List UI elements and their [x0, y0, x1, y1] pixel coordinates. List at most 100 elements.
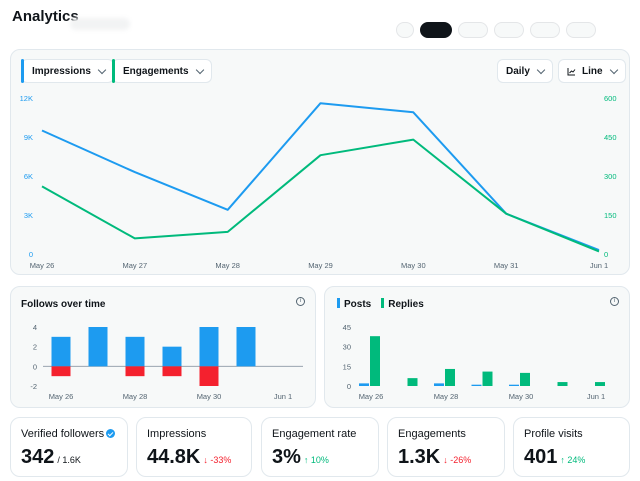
y-tick-label: 2 [33, 343, 37, 352]
y-right-tick-label: 450 [604, 133, 617, 142]
legend-replies: Replies [381, 298, 424, 310]
stat-value-text: 44.8K [147, 446, 201, 468]
unfollows-bar [51, 366, 71, 377]
stat-change: ↓ -26% [443, 455, 472, 465]
replies-bar [557, 382, 568, 386]
x-tick-label: May 29 [308, 261, 333, 270]
x-tick-label: May 26 [359, 392, 384, 401]
account-name-blurred [70, 18, 130, 30]
stat-value: 44.8K ↓ -33% [147, 446, 231, 469]
stat-card-profile-visits[interactable]: Profile visits 401 ↑ 24% [513, 417, 630, 477]
x-tick-label: May 28 [123, 392, 148, 401]
stat-change: ↑ 10% [303, 455, 329, 465]
range-pill[interactable] [458, 22, 488, 38]
range-pill[interactable] [530, 22, 560, 38]
y-right-tick-label: 300 [604, 172, 617, 181]
info-icon[interactable]: i [610, 297, 619, 306]
follows-card-title: Follows over time [21, 299, 106, 310]
y-tick-label: 45 [343, 323, 351, 332]
x-tick-label: May 28 [434, 392, 459, 401]
follows-bar [236, 327, 256, 367]
y-tick-label: 4 [33, 323, 37, 332]
chart-type-select[interactable]: Line [558, 59, 626, 83]
range-pill-active[interactable] [420, 22, 452, 38]
replies-bar [482, 371, 493, 386]
stat-label: Profile visits [524, 428, 583, 440]
engagements-metric-select[interactable]: Engagements [112, 59, 212, 83]
y-right-tick-label: 0 [604, 250, 608, 259]
unfollows-bar [125, 366, 145, 377]
stat-value-text: 342 [21, 446, 55, 468]
impressions-series-line [41, 102, 600, 252]
y-tick-label: 15 [343, 362, 351, 371]
y-left-tick-label: 9K [24, 133, 33, 142]
stat-value-text: 1.3K [398, 446, 441, 468]
posts-bar [434, 383, 444, 386]
posts-swatch [337, 298, 340, 308]
x-tick-label: May 27 [123, 261, 148, 270]
follows-bar [51, 336, 71, 367]
impressions-color-bar [21, 59, 24, 83]
stat-card-engagement-rate[interactable]: Engagement rate 3% ↑ 10% [261, 417, 379, 477]
impressions-engagements-card: Impressions Engagements Daily Line 0 3K 6K… [10, 49, 630, 275]
x-tick-label: May 30 [509, 392, 534, 401]
posts-bar [359, 383, 369, 386]
page-title: Analytics [12, 8, 79, 25]
stat-label: Impressions [147, 428, 207, 440]
legend-posts-label: Posts [344, 299, 372, 310]
range-pill[interactable] [566, 22, 596, 38]
stat-card-impressions[interactable]: Impressions 44.8K ↓ -33% [136, 417, 252, 477]
stat-value-text: 3% [272, 446, 301, 468]
replies-bar [595, 382, 605, 386]
stat-label: Verified followers [21, 428, 116, 440]
interval-select-label: Daily [506, 65, 530, 77]
y-tick-label: 30 [343, 343, 351, 352]
x-tick-label: May 31 [494, 261, 519, 270]
follows-bar-chart: -2 0 2 4 May 26 May 28 May 30 Jun 1 [30, 323, 303, 401]
posts-replies-bar-chart: 0 15 30 45 May 26 May 28 May 30 Jun 1 [343, 323, 606, 401]
legend-posts: Posts [337, 298, 371, 310]
stat-change: ↑ 24% [560, 455, 586, 465]
range-pill[interactable] [494, 22, 524, 38]
y-left-tick-label: 6K [24, 172, 33, 181]
y-left-tick-label: 12K [20, 94, 33, 103]
stat-card-engagements[interactable]: Engagements 1.3K ↓ -26% [387, 417, 505, 477]
x-tick-label: Jun 1 [590, 261, 608, 270]
posts-replies-card: Posts Replies i 0 15 30 45 May 26 May 28 May 3… [324, 286, 630, 408]
posts-bar [471, 384, 482, 386]
stat-card-verified-followers[interactable]: Verified followers 342/ 1.6K [10, 417, 128, 477]
range-pill[interactable] [396, 22, 414, 38]
verified-badge-icon [106, 429, 116, 438]
y-tick-label: 0 [33, 362, 37, 371]
y-right-tick-label: 600 [604, 94, 617, 103]
impressions-metric-select[interactable]: Impressions [21, 59, 114, 83]
y-left-tick-label: 3K [24, 211, 33, 220]
stat-label-text: Verified followers [21, 428, 105, 440]
unfollows-bar [199, 366, 219, 386]
stat-value-text: 401 [524, 446, 558, 468]
stat-label: Engagement rate [272, 428, 357, 440]
follows-bar [199, 327, 219, 367]
posts-replies-legend: Posts Replies [337, 298, 424, 310]
follows-bar [125, 336, 145, 367]
stat-label: Engagements [398, 428, 466, 440]
y-tick-label: 0 [347, 382, 351, 391]
date-range-selector [396, 22, 596, 38]
replies-bar [407, 378, 418, 386]
info-icon[interactable]: i [296, 297, 305, 306]
stat-value: 342/ 1.6K [21, 446, 81, 469]
engagements-series-line [41, 138, 600, 253]
line-chart: 0 3K 6K 9K 12K 0 150 300 450 600 May 26 May 27 May 2… [20, 94, 617, 270]
posts-bar [509, 384, 519, 386]
engagements-color-bar [112, 59, 115, 83]
x-tick-label: May 30 [197, 392, 222, 401]
follows-bar [88, 327, 108, 367]
line-chart-icon [567, 67, 576, 75]
y-tick-label: -2 [30, 382, 37, 391]
x-tick-label: May 26 [30, 261, 55, 270]
replies-bar [370, 336, 380, 386]
y-right-tick-label: 150 [604, 211, 617, 220]
engagements-select-label: Engagements [123, 65, 189, 77]
interval-select[interactable]: Daily [497, 59, 553, 83]
impressions-select-label: Impressions [32, 65, 91, 77]
